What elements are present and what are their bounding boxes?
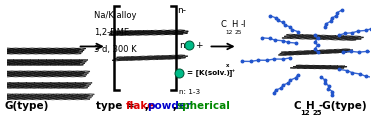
Text: n-: n- [177,6,186,15]
Text: ]⁺: ]⁺ [229,69,235,77]
Text: H: H [306,101,315,111]
Text: -I: -I [240,20,246,29]
Text: 3 d, 300 K: 3 d, 300 K [94,45,136,54]
Text: 12: 12 [300,110,309,116]
Text: n: n [180,41,185,50]
Text: G(type): G(type) [5,101,49,111]
Text: C: C [294,101,302,111]
Text: ,: , [144,101,148,111]
Text: ,: , [173,101,177,111]
Text: H: H [231,20,237,29]
Text: type =: type = [96,101,138,111]
Text: x: x [226,63,229,68]
Text: powder: powder [147,101,192,111]
Text: -G(type): -G(type) [319,101,367,111]
Text: = [K(solv.): = [K(solv.) [187,69,229,76]
Text: 25: 25 [312,110,322,116]
Text: C: C [220,20,226,29]
Text: n: 1-3: n: 1-3 [180,89,201,95]
Text: 12: 12 [225,30,232,35]
Text: spherical: spherical [176,101,230,111]
Text: 25: 25 [235,30,243,35]
Text: Na/K alloy: Na/K alloy [94,11,136,20]
Text: flake: flake [125,101,155,111]
Text: 1,2-DME: 1,2-DME [94,28,129,37]
Text: +: + [195,41,203,50]
